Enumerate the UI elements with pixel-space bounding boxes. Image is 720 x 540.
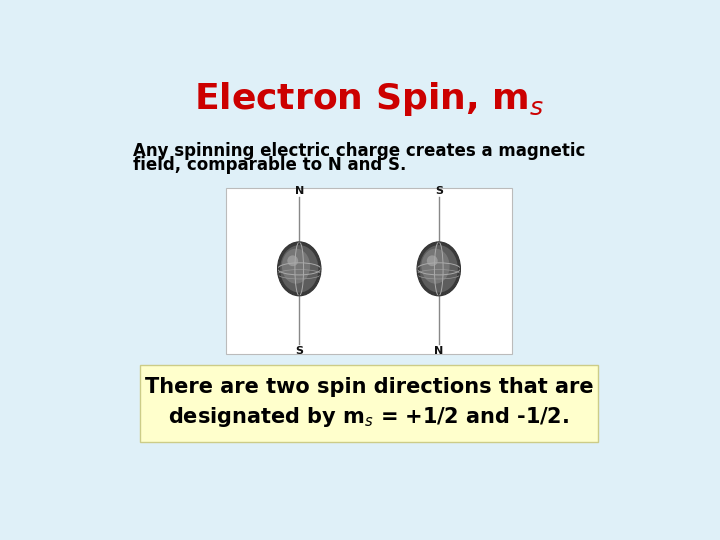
Text: S: S (295, 346, 303, 356)
Text: S: S (435, 186, 443, 195)
Ellipse shape (282, 248, 310, 284)
Ellipse shape (420, 245, 458, 293)
Text: field, comparable to N and S.: field, comparable to N and S. (132, 156, 406, 174)
Ellipse shape (421, 248, 449, 284)
Ellipse shape (277, 242, 321, 296)
Text: Electron Spin, m$_s$: Electron Spin, m$_s$ (194, 80, 544, 118)
Text: There are two spin directions that are: There are two spin directions that are (145, 377, 593, 397)
Ellipse shape (287, 255, 298, 266)
Text: N: N (434, 346, 444, 356)
FancyBboxPatch shape (225, 188, 513, 354)
Text: N: N (294, 186, 304, 195)
Text: Any spinning electric charge creates a magnetic: Any spinning electric charge creates a m… (132, 142, 585, 160)
Ellipse shape (280, 245, 318, 293)
Text: designated by m$_s$ = +1/2 and -1/2.: designated by m$_s$ = +1/2 and -1/2. (168, 406, 570, 429)
Ellipse shape (417, 242, 461, 296)
FancyBboxPatch shape (140, 365, 598, 442)
Ellipse shape (427, 255, 438, 266)
